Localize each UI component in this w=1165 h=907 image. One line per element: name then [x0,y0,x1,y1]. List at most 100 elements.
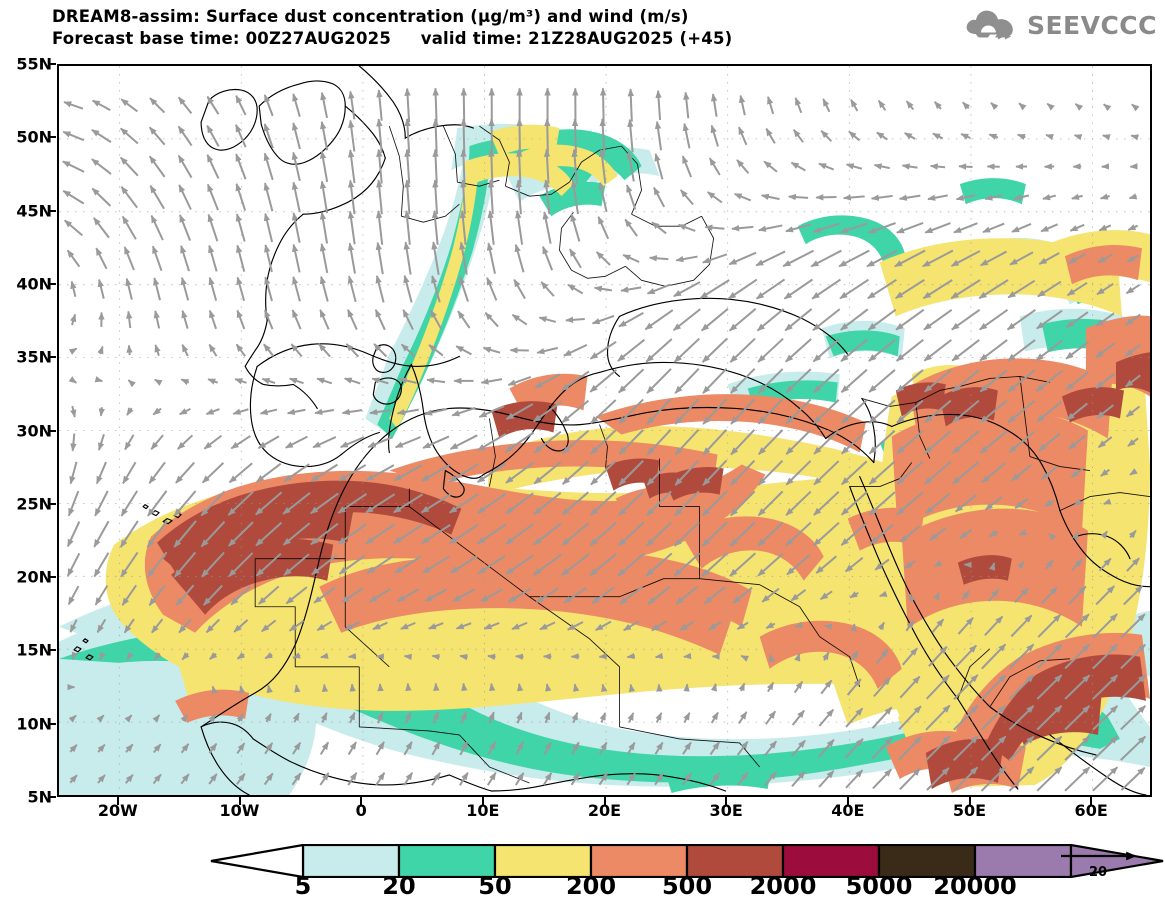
wind-arrow [69,744,78,753]
wind-arrow [681,155,693,178]
colorbar-swatch [301,843,401,879]
wind-arrow [400,621,416,630]
y-axis-tick [48,796,56,798]
wind-arrow [94,585,109,606]
wind-arrow [372,621,388,631]
wind-arrow [70,433,77,452]
wind-arrow [589,369,617,393]
wind-arrow [152,407,162,416]
colorbar-swatches[interactable] [207,843,1165,879]
x-axis-tick [968,797,971,805]
wind-arrow [1120,767,1146,791]
wind-arrow [1127,437,1139,447]
y-axis-tick [48,722,56,725]
wind-arrow [1092,674,1119,700]
wind-arrow [908,593,916,603]
dust-concentration-map[interactable] [57,64,1152,797]
wind-arrow [598,148,607,184]
wind-arrow [682,741,692,755]
wind-arrow [236,713,244,722]
wind-arrow [905,100,915,111]
wind-arrow [950,279,981,300]
wind-arrow [1131,103,1140,112]
wind-arrow [598,772,608,786]
wind-arrow [758,224,783,232]
wind-arrow [367,436,393,449]
wind-arrow [1006,309,1036,331]
wind-arrow [655,712,663,723]
logo-text: SEEVCCC [1026,10,1157,40]
wind-arrow [1092,735,1119,761]
wind-arrow [1036,309,1063,330]
wind-arrow [730,490,756,517]
wind-arrow [761,587,780,603]
wind-arrow [894,249,926,268]
wind-arrow [597,216,610,240]
wind-arrow [731,225,754,232]
wind-arrow [121,215,137,240]
wind-arrow [67,585,80,606]
wind-arrow [622,620,640,632]
wind-arrow [120,98,138,113]
wind-arrow [320,712,328,723]
wind-arrow [93,520,110,548]
wind-arrow [1036,766,1063,792]
wind-arrow [291,181,301,213]
wind-arrow [432,87,439,123]
wind-arrow [1092,705,1119,731]
wind-arrow [421,463,451,482]
wind-arrow [533,491,562,515]
wind-arrow [810,249,842,268]
y-axis-tick [48,356,56,359]
wind-arrow [757,459,784,486]
wind-arrow [1068,585,1087,605]
wind-arrow [543,741,552,755]
wind-arrow [819,590,833,601]
wind-arrow [1036,400,1063,423]
wind-arrow [533,522,562,546]
wind-arrow [154,378,163,386]
wind-arrow [933,560,943,568]
wind-arrow [207,213,219,242]
wind-arrow [839,278,869,300]
wind-arrow [68,376,78,384]
wind-arrow [710,683,717,692]
y-axis-tick [48,576,56,579]
wind-arrow [645,338,673,363]
wind-arrow [953,766,979,792]
wind-arrow [505,461,534,484]
wind-arrow [150,434,164,450]
wind-arrow [319,150,329,183]
colorbar[interactable] [207,843,1165,882]
wind-arrow [844,556,864,573]
wind-arrow [729,307,757,332]
colorbar-swatch [781,843,881,879]
wind-arrow [94,490,109,517]
y-axis-tick-label: 25N [16,494,52,514]
wind-arrow [707,621,722,631]
wind-arrow [488,118,495,154]
wind-arrow [1125,313,1141,326]
wind-arrow [201,462,225,484]
x-axis-tick-label: 10E [466,801,500,820]
wind-arrow [870,523,895,545]
wind-arrow [896,221,924,234]
wind-arrow [206,124,220,147]
wind-arrow [68,347,78,355]
wind-arrow [925,704,951,731]
wind-arrow [933,101,942,110]
wind-arrow [922,249,954,268]
wind-arrow [1013,194,1030,201]
wind-arrow [868,369,896,393]
wind-arrow [255,521,283,547]
wind-arrow [709,772,721,786]
wind-arrow [1073,498,1083,506]
wind-arrow [699,279,730,299]
wind-arrow [618,460,644,486]
wind-arrow [543,711,551,724]
wind-arrow [790,589,807,602]
wind-arrow [654,153,664,180]
y-axis-tick-label: 30N [16,421,52,440]
wind-arrow [486,277,498,301]
wind-arrow [291,151,301,182]
